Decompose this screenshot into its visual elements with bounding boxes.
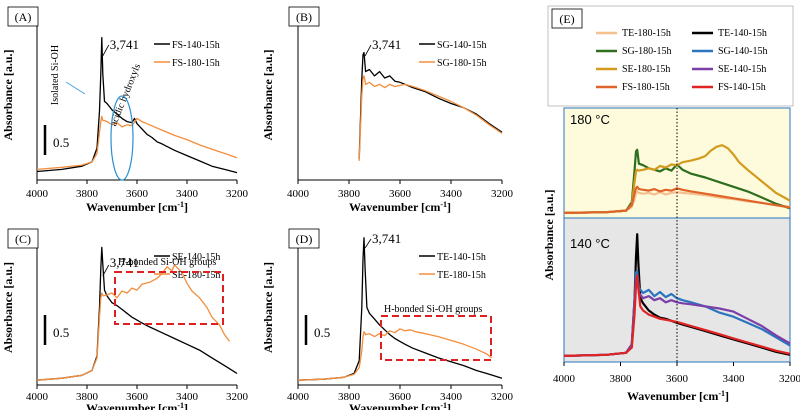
peak-leader-line (364, 44, 372, 57)
x-tick-label: 3600 (389, 188, 412, 200)
panel-b: 4000 3800 3600 3400 3200 Wavenumber [cm-1] Abs… (261, 6, 514, 215)
panel-a: 4000 3800 3600 3400 3200 Wavenumber [cm-1] Abs… (1, 6, 249, 215)
x-axis-title: Wavenumber [cm-1] (86, 200, 188, 215)
x-tick-label: 3400 (440, 391, 463, 403)
x-tick-label: 3400 (176, 188, 199, 200)
annotation-h-bonded: H-bonded Si-OH groups (118, 257, 216, 268)
x-tick-label: 4000 (553, 373, 576, 385)
panel-e: (E) TE-180-15h TE-140-15h SG-180-15h SG-140-… (542, 5, 800, 404)
legend-entry: SE-180-15h (172, 270, 220, 281)
x-tick-label: 3200 (226, 391, 249, 403)
legend-entry: SE-180-15h (622, 64, 670, 75)
x-tick-label: 3200 (491, 391, 514, 403)
legend-entry: FS-180-15h (622, 82, 670, 93)
y-axis-title: Absorbance [a.u.] (261, 49, 275, 140)
y-axis-title: Absorbance [a.u.] (1, 262, 15, 353)
series-line-te-140-15h (297, 237, 503, 381)
x-tick-label: 3600 (126, 391, 149, 403)
x-tick-label: 3800 (76, 391, 99, 403)
legend-entry: FS-180-15h (172, 58, 220, 69)
x-tick-label: 3800 (338, 188, 361, 200)
series-line-fs-180-15h (563, 185, 791, 214)
peak-leader-line (102, 44, 110, 57)
x-tick-label: 3200 (779, 373, 800, 385)
x-tick-label: 3400 (176, 391, 199, 403)
panel-label-box (7, 228, 39, 249)
panel-label-box (288, 228, 320, 249)
subpanel-180c: 180 °C (563, 107, 791, 219)
legend-entry: TE-140-15h (437, 252, 486, 263)
legend-entry: SG-180-15h (437, 58, 486, 69)
annotation-isolated-si-oh: Isolated Si-OH (50, 45, 61, 105)
x-tick-label: 3600 (666, 373, 689, 385)
panel-d: 4000 3800 3600 3400 3200 Wavenumber [cm-1] Abs… (261, 228, 514, 410)
legend-frame (547, 5, 794, 107)
annotation-arrow (65, 81, 86, 95)
x-axis-title: Wavenumber [cm-1] (86, 401, 188, 410)
subpanel-label: 140 °C (570, 236, 610, 251)
x-tick-label: 3400 (723, 373, 746, 385)
y-axis-title: Absorbance [a.u.] (1, 49, 15, 140)
legend-entry: TE-180-15h (437, 270, 486, 281)
panel-c: 4000 3800 3600 3400 3200 Wavenumber [cm-1] Abs… (1, 228, 249, 410)
legend-entry: SG-140-15h (718, 46, 767, 57)
x-axis-title: Wavenumber [cm-1] (349, 200, 451, 215)
x-axis-title: Wavenumber [cm-1] (627, 389, 729, 404)
peak-leader-line (364, 238, 372, 249)
x-tick-label: 3400 (440, 188, 463, 200)
peak-label: 3,741 (110, 255, 139, 270)
series-line-se-180-15h (36, 264, 231, 381)
scale-bar-label: 0.5 (53, 325, 69, 340)
x-tick-label: 3200 (226, 188, 249, 200)
panel-label: (B) (296, 10, 312, 24)
legend-entry: TE-180-15h (622, 28, 671, 39)
legend-entry: FS-140-15h (172, 40, 220, 51)
annotation-ellipse (110, 95, 134, 181)
panel-label-box (288, 6, 320, 27)
legend-entry: FS-140-15h (718, 82, 766, 93)
series-line-fs-140-15h (563, 274, 791, 357)
y-axis-title: Absorbance [a.u.] (261, 262, 275, 353)
legend-entry: SG-140-15h (437, 40, 486, 51)
x-tick-label: 4000 (26, 188, 49, 200)
panel-label-box (551, 8, 583, 29)
panel-label: (E) (559, 12, 574, 26)
x-tick-label: 3600 (389, 391, 412, 403)
panel-label: (C) (15, 232, 31, 246)
x-axis-title: Wavenumber [cm-1] (349, 401, 451, 410)
x-tick-label: 3800 (76, 188, 99, 200)
panel-label: (D) (296, 232, 313, 246)
x-tick-label: 3200 (491, 188, 514, 200)
x-tick-label: 3600 (126, 188, 149, 200)
series-line-fs-140-15h (36, 36, 238, 174)
peak-label: 3,741 (372, 37, 401, 52)
annotation-acidic-hydroxyls: acidic hydroxyls (108, 62, 143, 128)
x-tick-label: 3800 (338, 391, 361, 403)
peak-label: 3,741 (372, 231, 401, 246)
series-line-sg-180-15h (563, 148, 791, 214)
x-tick-label: 3800 (610, 373, 633, 385)
annotation-dashed-box (380, 315, 492, 361)
y-axis-title: Absorbance [a.u.] (542, 189, 556, 280)
annotation-h-bonded: H-bonded Si-OH groups (384, 304, 482, 315)
peak-label: 3,741 (110, 37, 139, 52)
legend-entry: SE-140-15h (172, 252, 220, 263)
scale-bar-label: 0.5 (53, 135, 69, 150)
panel-label: (A) (15, 10, 32, 24)
x-tick-label: 4000 (287, 391, 310, 403)
series-line-fs-180-15h (36, 115, 238, 171)
series-line-te-180-15h (297, 328, 493, 381)
series-line-sg-180-15h (358, 75, 503, 161)
legend-entry: SE-140-15h (718, 64, 766, 75)
x-tick-label: 4000 (287, 188, 310, 200)
scale-bar-label: 0.5 (314, 325, 330, 340)
legend-entry: SG-180-15h (622, 46, 671, 57)
x-tick-label: 4000 (26, 391, 49, 403)
peak-leader-line (102, 264, 110, 277)
panel-label-box (7, 6, 39, 27)
annotation-dashed-box (114, 271, 224, 325)
subpanel-label: 180 °C (570, 112, 610, 127)
legend-entry: TE-140-15h (718, 28, 767, 39)
